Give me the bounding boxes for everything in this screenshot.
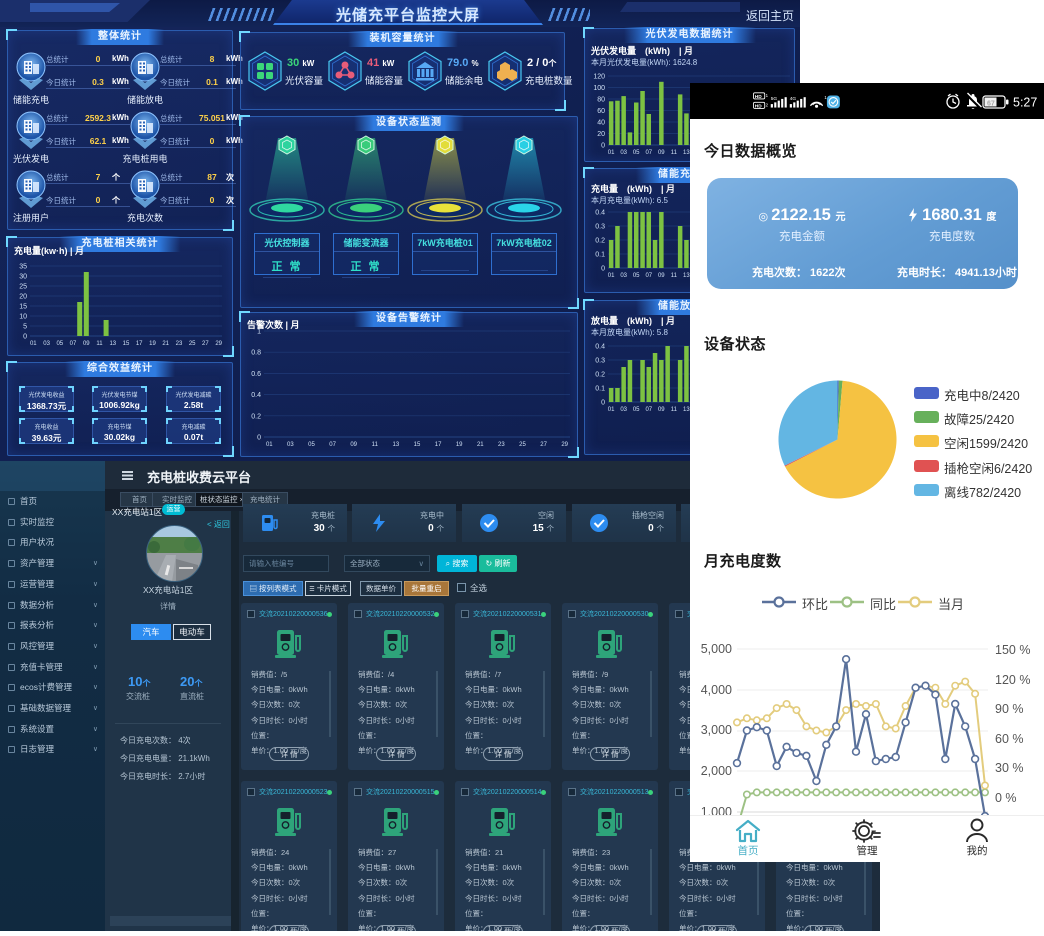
svg-text:5G: 5G: [771, 96, 778, 102]
svg-text:11: 11: [372, 442, 379, 448]
svg-text:09: 09: [658, 150, 665, 156]
svg-text:23: 23: [498, 442, 505, 448]
svg-text:29: 29: [215, 341, 222, 347]
svg-text:120: 120: [593, 74, 605, 81]
svg-text:01: 01: [266, 442, 273, 448]
svg-text:19: 19: [456, 442, 463, 448]
svg-text:19: 19: [149, 341, 156, 347]
svg-text:0: 0: [257, 435, 261, 442]
svg-text:27: 27: [540, 442, 547, 448]
svg-text:0.2: 0.2: [595, 372, 605, 379]
svg-text:27: 27: [202, 341, 209, 347]
svg-text:17: 17: [136, 341, 143, 347]
svg-text:15: 15: [19, 304, 27, 311]
svg-text:100: 100: [593, 85, 605, 92]
svg-text:01: 01: [608, 150, 615, 156]
svg-text:0.4: 0.4: [595, 210, 605, 217]
svg-text:25: 25: [189, 341, 196, 347]
svg-text:0.1: 0.1: [595, 252, 605, 259]
svg-text:05: 05: [633, 150, 640, 156]
svg-text:0.8: 0.8: [251, 350, 261, 357]
svg-text:0.6: 0.6: [251, 371, 261, 378]
svg-text:1: 1: [824, 95, 827, 100]
svg-text:03: 03: [620, 150, 627, 156]
svg-text:29: 29: [561, 442, 568, 448]
svg-text:01: 01: [30, 341, 37, 347]
svg-text:07: 07: [329, 442, 336, 448]
svg-text:80: 80: [597, 97, 605, 104]
svg-text:07: 07: [645, 150, 652, 156]
svg-text:21: 21: [162, 341, 169, 347]
svg-text:07: 07: [70, 341, 77, 347]
svg-text:1: 1: [257, 329, 261, 336]
svg-text:0.4: 0.4: [595, 344, 605, 351]
svg-text:5:27: 5:27: [1013, 96, 1037, 110]
svg-text:17: 17: [435, 442, 442, 448]
svg-text:13: 13: [109, 341, 116, 347]
svg-text:03: 03: [43, 341, 50, 347]
svg-text:09: 09: [658, 407, 665, 413]
svg-text:07: 07: [645, 273, 652, 279]
svg-text:25: 25: [519, 442, 526, 448]
svg-text:11: 11: [671, 273, 678, 279]
svg-text:HD: HD: [755, 104, 762, 110]
svg-text:13: 13: [683, 273, 690, 279]
svg-text:15: 15: [414, 442, 421, 448]
svg-text:0: 0: [23, 334, 27, 341]
svg-text:4G: 4G: [790, 96, 797, 102]
svg-text:40: 40: [597, 120, 605, 127]
svg-text:03: 03: [620, 407, 627, 413]
svg-text:05: 05: [56, 341, 63, 347]
svg-text:HD: HD: [755, 94, 762, 100]
svg-text:01: 01: [608, 407, 615, 413]
svg-text:23: 23: [176, 341, 183, 347]
svg-text:0: 0: [601, 266, 605, 273]
svg-text:2: 2: [766, 103, 769, 108]
svg-text:05: 05: [633, 273, 640, 279]
svg-text:1: 1: [766, 93, 769, 98]
svg-text:05: 05: [308, 442, 315, 448]
svg-text:0.1: 0.1: [595, 386, 605, 393]
svg-text:67: 67: [987, 101, 995, 108]
svg-text:07: 07: [645, 407, 652, 413]
svg-text:0: 0: [601, 400, 605, 407]
svg-text:11: 11: [96, 341, 103, 347]
svg-text:10: 10: [19, 314, 27, 321]
svg-text:35: 35: [19, 264, 27, 271]
svg-text:13: 13: [393, 442, 400, 448]
svg-text:5: 5: [23, 324, 27, 331]
svg-text:05: 05: [633, 407, 640, 413]
svg-text:11: 11: [671, 407, 678, 413]
svg-text:09: 09: [83, 341, 90, 347]
svg-text:13: 13: [683, 407, 690, 413]
svg-text:25: 25: [19, 284, 27, 291]
svg-text:0.3: 0.3: [595, 224, 605, 231]
svg-text:21: 21: [477, 442, 484, 448]
svg-text:0.2: 0.2: [595, 238, 605, 245]
svg-text:03: 03: [620, 273, 627, 279]
svg-text:0: 0: [601, 143, 605, 150]
svg-text:15: 15: [123, 341, 130, 347]
svg-text:01: 01: [608, 273, 615, 279]
svg-text:60: 60: [597, 108, 605, 115]
svg-text:0.3: 0.3: [595, 358, 605, 365]
svg-text:03: 03: [287, 442, 294, 448]
svg-text:09: 09: [350, 442, 357, 448]
svg-text:0.2: 0.2: [251, 413, 261, 420]
svg-text:20: 20: [597, 131, 605, 138]
svg-text:30: 30: [19, 274, 27, 281]
svg-text:11: 11: [671, 150, 678, 156]
svg-text:0.4: 0.4: [251, 392, 261, 399]
svg-text:09: 09: [658, 273, 665, 279]
svg-text:20: 20: [19, 294, 27, 301]
svg-text:13: 13: [683, 150, 690, 156]
